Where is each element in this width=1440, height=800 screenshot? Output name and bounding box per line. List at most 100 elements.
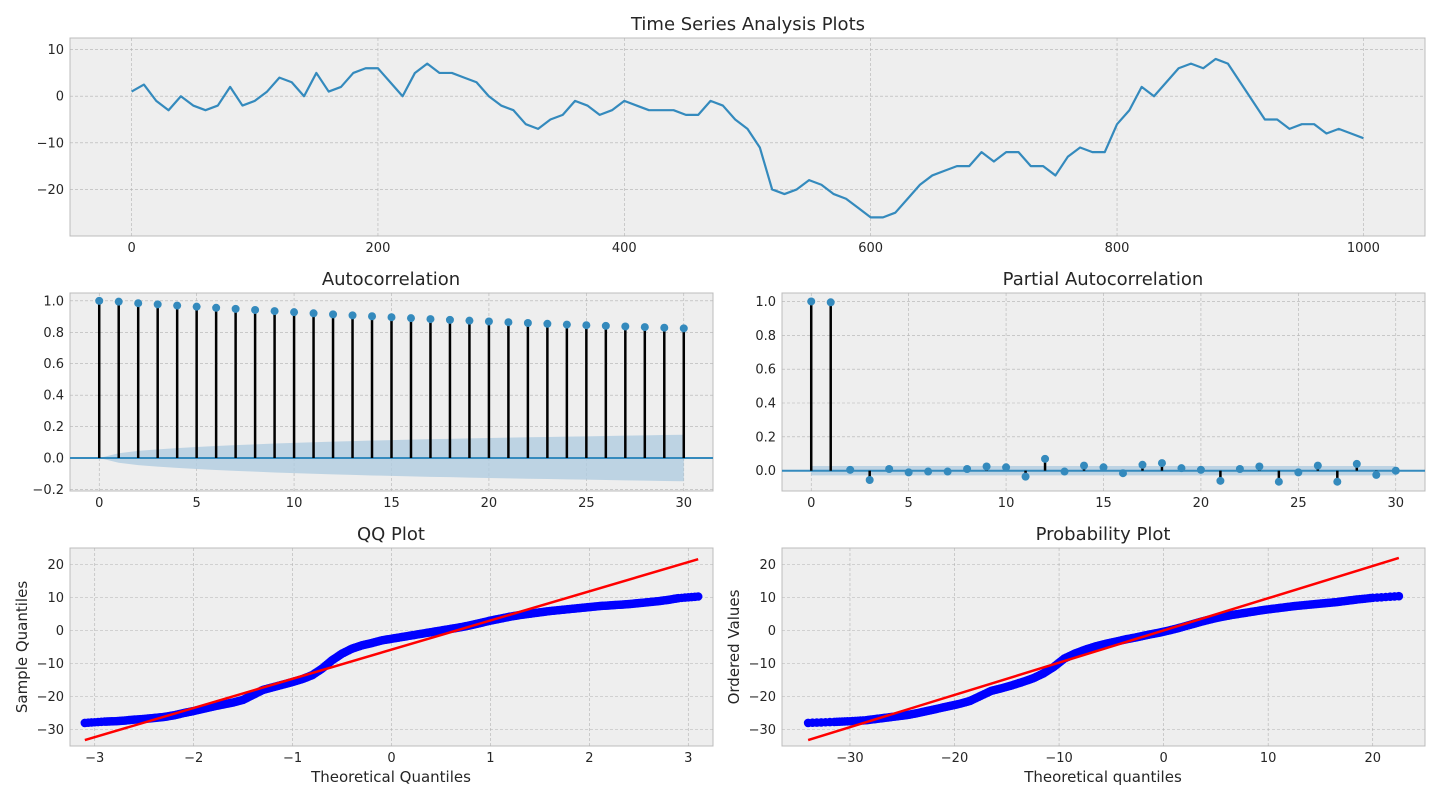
acf-stem-marker (465, 316, 474, 325)
acf-stem-marker (212, 303, 221, 312)
pacf-ticks: 0 5 10 15 20 25 30 0.0 0.2 0.4 0.6 0.8 1.0 (755, 295, 1404, 511)
pacf-stem-marker (1352, 459, 1361, 468)
acf-stem-marker (387, 313, 396, 322)
acf-stem-marker (348, 311, 357, 320)
qq-xtick-label: 1 (486, 751, 494, 766)
acf-stem-marker (679, 324, 688, 333)
qq-title: QQ Plot (357, 524, 425, 545)
qq-ytick-label: 0 (56, 624, 64, 639)
prob-xtick-label: −20 (941, 751, 968, 766)
pacf-stem-marker (1118, 469, 1127, 478)
qq-ytick-label: −20 (37, 690, 64, 705)
pacf-stem-marker (1080, 461, 1089, 470)
ts-xtick-label: 400 (612, 241, 637, 256)
pacf-stem-marker (1002, 463, 1011, 472)
ts-xtick-label: 1000 (1347, 241, 1380, 256)
pacf-ytick-label: 0.2 (755, 430, 776, 445)
ts-panel: 0 200 400 600 800 1000 −20 −10 0 10 (37, 37, 1426, 256)
acf-xtick-label: 25 (578, 496, 595, 511)
acf-stem-marker (290, 308, 299, 317)
qq-point (693, 592, 703, 601)
ts-plot-area (69, 37, 1426, 237)
qq-grid (70, 548, 713, 746)
ts-ytick-label: 10 (47, 43, 64, 58)
pacf-marks (782, 297, 1425, 486)
acf-stem-marker (543, 319, 552, 328)
pacf-stem-marker (1235, 465, 1244, 473)
pacf-stem-marker (1099, 463, 1108, 472)
acf-title: Autocorrelation (322, 269, 460, 290)
ts-grid (70, 38, 1425, 236)
acf-ytick-label: 0.0 (43, 452, 64, 467)
pacf-ytick-label: 0.0 (755, 464, 776, 479)
pacf-stem-marker (1274, 477, 1283, 486)
pacf-stem-marker (1138, 460, 1147, 469)
prob-ylabel: Ordered Values (725, 589, 743, 704)
acf-xtick-label: 20 (481, 496, 498, 511)
prob-ytick-label: 0 (768, 624, 776, 639)
acf-stem-marker (504, 318, 513, 327)
acf-stem-marker (582, 321, 591, 330)
pacf-plot-area (781, 292, 1426, 492)
acf-xtick-label: 0 (95, 496, 103, 511)
pacf-stem-marker (1391, 466, 1400, 475)
pacf-stem-marker (1041, 454, 1050, 463)
acf-stem-marker (562, 320, 571, 329)
qq-fit-line (84, 558, 699, 742)
ts-xtick-label: 800 (1105, 241, 1130, 256)
pacf-xtick-label: 20 (1193, 496, 1210, 511)
pacf-stem-marker (904, 468, 913, 477)
prob-xtick-label: 20 (1364, 751, 1381, 766)
acf-stem-marker (523, 319, 532, 328)
prob-panel: Probability Plot −30 −20 −10 0 10 20 −30 −20 −10… (725, 524, 1426, 786)
pacf-stem-marker (1255, 462, 1264, 471)
ts-ytick-label: 0 (56, 90, 64, 105)
prob-ytick-label: −20 (749, 690, 776, 705)
prob-xtick-label: 0 (1159, 751, 1167, 766)
pacf-title: Partial Autocorrelation (1003, 269, 1204, 290)
prob-xlabel: Theoretical quantiles (1023, 768, 1182, 786)
pacf-stem-marker (826, 298, 835, 307)
qq-xtick-label: −3 (85, 751, 104, 766)
pacf-stem-marker (963, 465, 972, 473)
acf-stem-marker (231, 304, 240, 313)
qq-xtick-label: −2 (184, 751, 203, 766)
ts-xtick-label: 0 (127, 241, 135, 256)
acf-stem-marker (445, 315, 454, 324)
pacf-stem-marker (1294, 468, 1303, 477)
acf-ytick-label: 1.0 (43, 294, 64, 309)
pacf-xtick-label: 0 (807, 496, 815, 511)
acf-xtick-label: 5 (193, 496, 201, 511)
qq-ylabel: Sample Quantiles (13, 581, 31, 713)
pacf-stem-marker (1313, 461, 1322, 470)
pacf-stem-marker (865, 476, 874, 484)
qq-xtick-label: 3 (684, 751, 692, 766)
acf-marks (70, 296, 713, 482)
qq-ytick-label: −30 (37, 723, 64, 738)
ts-series-line (131, 57, 1364, 219)
prob-xtick-label: −30 (836, 751, 863, 766)
figure-title: Time Series Analysis Plots (630, 14, 865, 35)
pacf-xtick-label: 30 (1387, 496, 1404, 511)
qq-xtick-label: 0 (387, 751, 395, 766)
acf-stem-marker (368, 312, 377, 321)
prob-ytick-label: 10 (759, 591, 776, 606)
pacf-xtick-label: 5 (905, 496, 913, 511)
prob-ticks: −30 −20 −10 0 10 20 −30 −20 −10 0 10 20 (749, 558, 1381, 766)
acf-stem-marker (660, 323, 669, 332)
acf-ytick-label: 0.4 (43, 389, 64, 404)
qq-xtick-label: −1 (283, 751, 302, 766)
acf-ytick-label: 0.8 (43, 326, 64, 341)
qq-ytick-label: 20 (47, 558, 64, 573)
pacf-stem-marker (885, 465, 894, 473)
prob-marks (803, 556, 1404, 742)
acf-stem-marker (406, 314, 415, 323)
acf-stem-marker (153, 300, 162, 309)
pacf-stem-marker (1216, 476, 1225, 485)
ts-marks (131, 57, 1364, 219)
pacf-stem-marker (1372, 470, 1381, 479)
ts-ytick-label: −20 (37, 183, 64, 198)
pacf-stem-marker (982, 462, 991, 471)
